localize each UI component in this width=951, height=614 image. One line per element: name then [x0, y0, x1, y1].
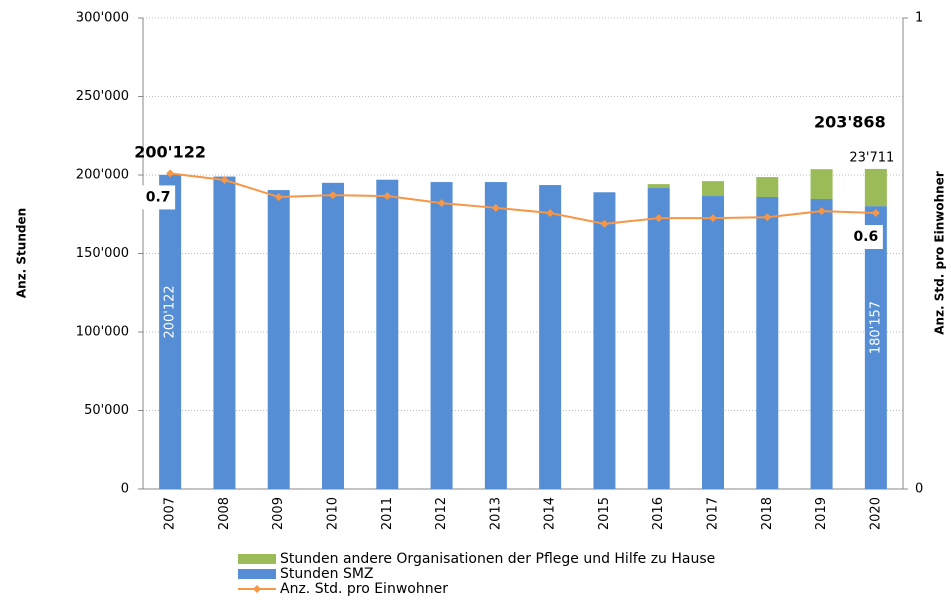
bar [430, 182, 453, 489]
line-marker [220, 176, 229, 185]
bar [864, 206, 887, 489]
legend-swatch [253, 585, 261, 593]
x-tick-label: 2013 [488, 497, 503, 530]
line-marker [437, 199, 446, 208]
x-tick-label: 2016 [651, 497, 666, 530]
y2-axis-title: Anz. Std. pro Einwohner [933, 171, 947, 335]
y-tick-label: 250'000 [76, 89, 129, 104]
legend-label: Stunden SMZ [280, 566, 374, 582]
x-tick-label: 2014 [543, 497, 558, 530]
bar [810, 199, 833, 489]
x-tick-label: 2017 [706, 497, 721, 530]
bar [213, 176, 236, 489]
x-tick-label: 2020 [868, 497, 883, 530]
data-label-box [141, 185, 176, 210]
legend-label: Anz. Std. pro Einwohner [280, 581, 448, 597]
y2-tick-label: 0 [915, 482, 923, 497]
x-tick-label: 2015 [597, 497, 612, 530]
y2-tick-label: 1 [915, 11, 923, 26]
x-tick-label: 2009 [271, 497, 286, 530]
x-tick-label: 2008 [217, 497, 232, 530]
line-marker [709, 214, 717, 223]
bar [756, 177, 779, 197]
line-marker [817, 207, 826, 216]
line-marker [871, 208, 880, 217]
bar [593, 192, 616, 489]
legend-swatch [238, 569, 276, 579]
bar [539, 185, 562, 489]
y-tick-label: 50'000 [84, 403, 129, 418]
legend-swatch [238, 554, 276, 564]
bar [159, 174, 182, 489]
bar [810, 169, 833, 200]
y-axis-title: Anz. Stunden [15, 208, 29, 298]
bar [864, 168, 887, 207]
line-marker [600, 219, 609, 228]
x-tick-label: 2007 [163, 497, 178, 530]
line-marker [546, 208, 555, 217]
y-tick-label: 150'000 [76, 246, 129, 261]
bar [702, 181, 724, 197]
line [170, 172, 876, 225]
bar [647, 184, 670, 189]
legend-label: Stunden andere Organisationen der Pflege… [280, 551, 715, 567]
data-label: 200'122 [163, 285, 178, 338]
x-tick-label: 2011 [380, 497, 395, 530]
line-marker [763, 213, 772, 222]
line-marker [383, 192, 392, 201]
y-tick-label: 200'000 [76, 168, 129, 183]
y-tick-label: 300'000 [76, 11, 129, 26]
total-label: 200'122 [134, 142, 206, 161]
data-label: 0.6 [853, 229, 878, 245]
bar [484, 182, 507, 489]
bar [376, 179, 399, 489]
x-tick-label: 2010 [326, 497, 341, 530]
data-label: 23'711 [849, 150, 894, 165]
bar [322, 182, 344, 489]
total-label: 203'868 [814, 112, 886, 131]
y-tick-label: 100'000 [76, 325, 129, 340]
data-label: 0.7 [146, 189, 171, 205]
x-tick-label: 2019 [814, 497, 829, 530]
line-marker [166, 169, 175, 178]
line-marker [329, 191, 337, 200]
data-label: 180'157 [868, 301, 883, 354]
x-tick-label: 2018 [760, 497, 775, 530]
bar [647, 188, 670, 489]
bar [267, 190, 290, 489]
line-marker [491, 203, 500, 212]
x-tick-label: 2012 [434, 497, 449, 530]
bar [756, 196, 779, 490]
y-tick-label: 0 [121, 482, 129, 497]
line-marker [274, 192, 283, 201]
bar [702, 196, 724, 489]
line-marker [654, 214, 663, 223]
data-label-box [848, 224, 883, 249]
